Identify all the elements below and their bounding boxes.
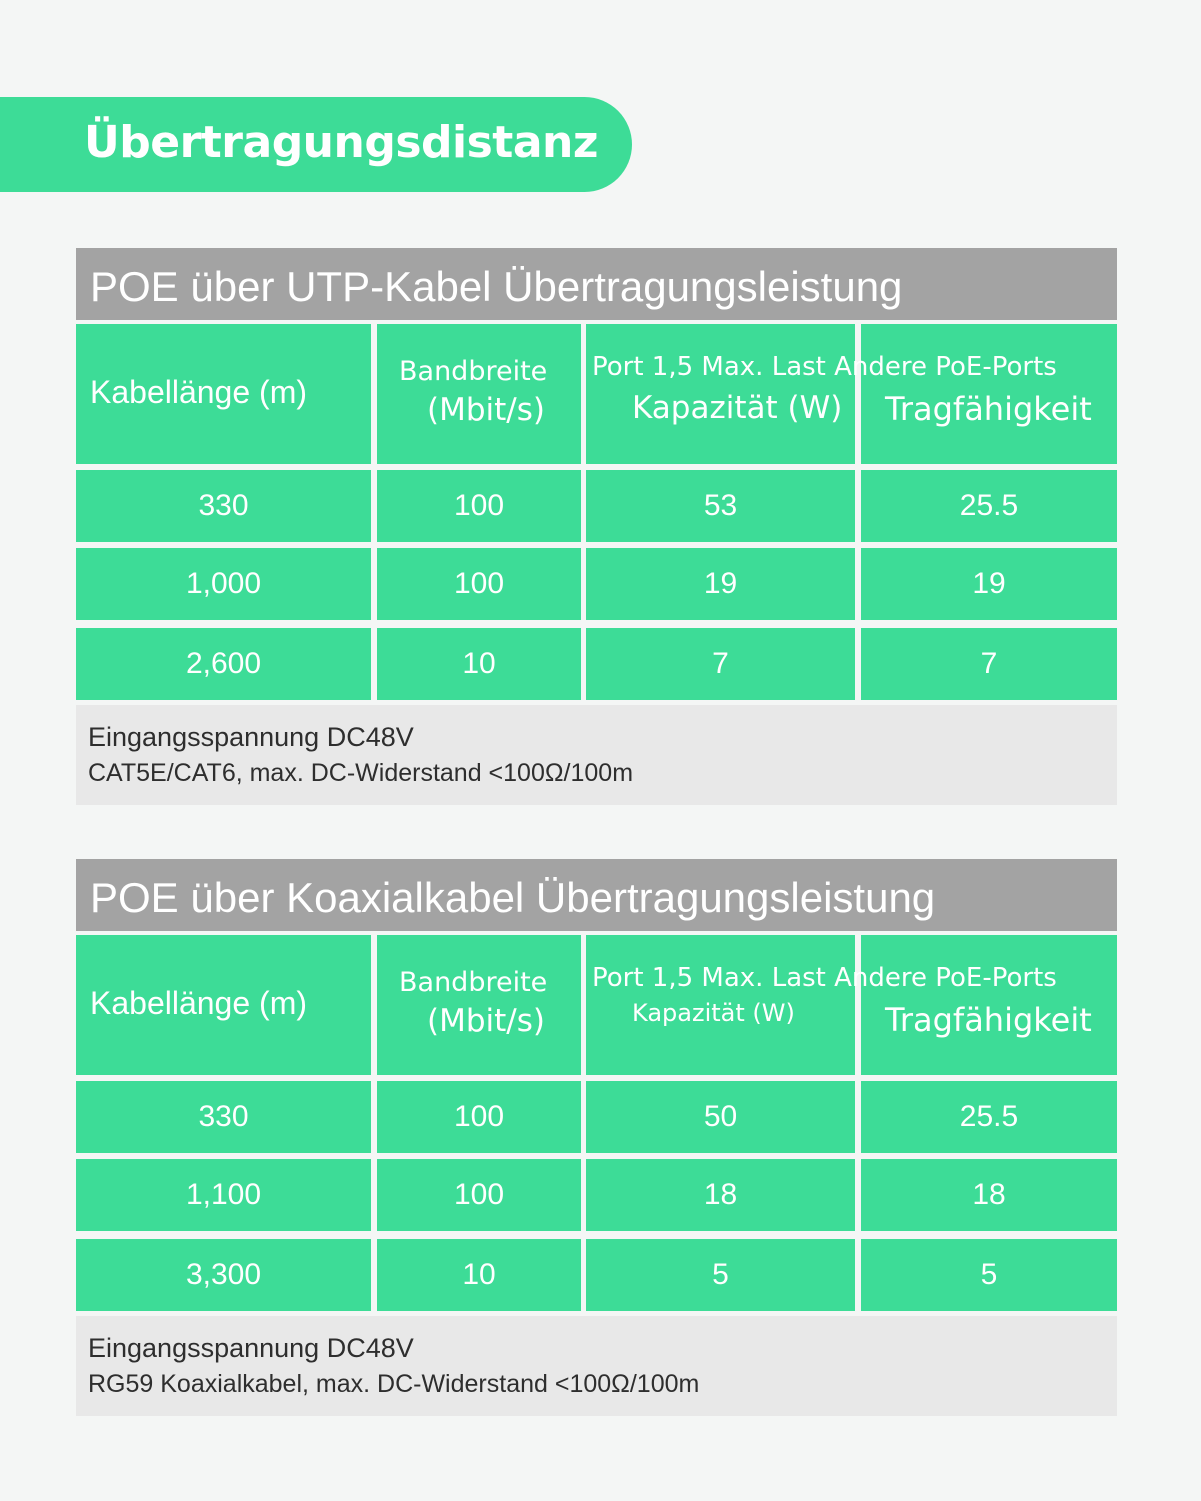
coax-table: POE über Koaxialkabel Übertragungsleistu… bbox=[76, 859, 1117, 1416]
header-load: Tragfähigkeit bbox=[861, 324, 1117, 464]
cell-load: 5 bbox=[861, 1239, 1117, 1311]
cell-capacity: 18 bbox=[586, 1159, 855, 1231]
table-row: 1,100 100 18 18 bbox=[76, 1159, 1117, 1231]
cell-bandwidth: 100 bbox=[377, 548, 581, 620]
cell-load: 25.5 bbox=[861, 470, 1117, 542]
header-load: Tragfähigkeit bbox=[861, 935, 1117, 1075]
page-title: Übertragungsdistanz bbox=[84, 117, 598, 168]
cell-bandwidth: 10 bbox=[377, 1239, 581, 1311]
header-capacity: Port 1,5 Max. Last Andere PoE-Ports Kapa… bbox=[586, 935, 1057, 1075]
table-row: 2,600 10 7 7 bbox=[76, 628, 1117, 700]
note-voltage: Eingangsspannung DC48V bbox=[88, 722, 414, 752]
cell-bandwidth: 100 bbox=[377, 470, 581, 542]
cell-cable-length: 330 bbox=[76, 1081, 371, 1153]
cell-cable-length: 1,100 bbox=[76, 1159, 371, 1231]
header-port-label: Port 1,5 Max. Last Andere PoE-Ports bbox=[592, 963, 1057, 993]
cell-cable-length: 330 bbox=[76, 470, 371, 542]
table-header-row: Kabellänge (m) Bandbreite (Mbit/s) Port … bbox=[76, 931, 1117, 1077]
table-note: Eingangsspannung DC48V RG59 Koaxialkabel… bbox=[76, 1316, 1117, 1416]
cell-bandwidth: 100 bbox=[377, 1159, 581, 1231]
cell-bandwidth: 10 bbox=[377, 628, 581, 700]
header-bandwidth: Bandbreite (Mbit/s) bbox=[377, 935, 581, 1075]
cell-load: 25.5 bbox=[861, 1081, 1117, 1153]
note-cable-spec: CAT5E/CAT6, max. DC-Widerstand <100Ω/100… bbox=[88, 759, 634, 787]
cell-load: 18 bbox=[861, 1159, 1117, 1231]
table-header-row: Kabellänge (m) Bandbreite (Mbit/s) Port … bbox=[76, 320, 1117, 466]
title-banner: Übertragungsdistanz bbox=[0, 97, 632, 192]
cell-load: 19 bbox=[861, 548, 1117, 620]
header-cable-length: Kabellänge (m) bbox=[76, 324, 371, 464]
cell-capacity: 5 bbox=[586, 1239, 855, 1311]
cell-cable-length: 1,000 bbox=[76, 548, 371, 620]
header-cable-length: Kabellänge (m) bbox=[76, 935, 371, 1075]
cell-load: 7 bbox=[861, 628, 1117, 700]
cell-cable-length: 3,300 bbox=[76, 1239, 371, 1311]
cell-capacity: 50 bbox=[586, 1081, 855, 1153]
header-port-label: Port 1,5 Max. Last Andere PoE-Ports bbox=[592, 352, 1057, 382]
table-row: 3,300 10 5 5 bbox=[76, 1239, 1117, 1311]
note-cable-spec: RG59 Koaxialkabel, max. DC-Widerstand <1… bbox=[88, 1370, 700, 1398]
header-bandwidth: Bandbreite (Mbit/s) bbox=[377, 324, 581, 464]
table-row: 330 100 50 25.5 bbox=[76, 1081, 1117, 1153]
header-capacity: Port 1,5 Max. Last Andere PoE-Ports Kapa… bbox=[586, 324, 1057, 464]
cell-bandwidth: 100 bbox=[377, 1081, 581, 1153]
table-note: Eingangsspannung DC48V CAT5E/CAT6, max. … bbox=[76, 705, 1117, 805]
cell-capacity: 7 bbox=[586, 628, 855, 700]
cell-capacity: 53 bbox=[586, 470, 855, 542]
table-title: POE über Koaxialkabel Übertragungsleistu… bbox=[76, 859, 1117, 931]
table-title: POE über UTP-Kabel Übertragungsleistung bbox=[76, 248, 1117, 320]
table-row: 330 100 53 25.5 bbox=[76, 470, 1117, 542]
cell-capacity: 19 bbox=[586, 548, 855, 620]
table-row: 1,000 100 19 19 bbox=[76, 548, 1117, 620]
cell-cable-length: 2,600 bbox=[76, 628, 371, 700]
note-voltage: Eingangsspannung DC48V bbox=[88, 1333, 414, 1363]
utp-table: POE über UTP-Kabel Übertragungsleistung … bbox=[76, 248, 1117, 805]
